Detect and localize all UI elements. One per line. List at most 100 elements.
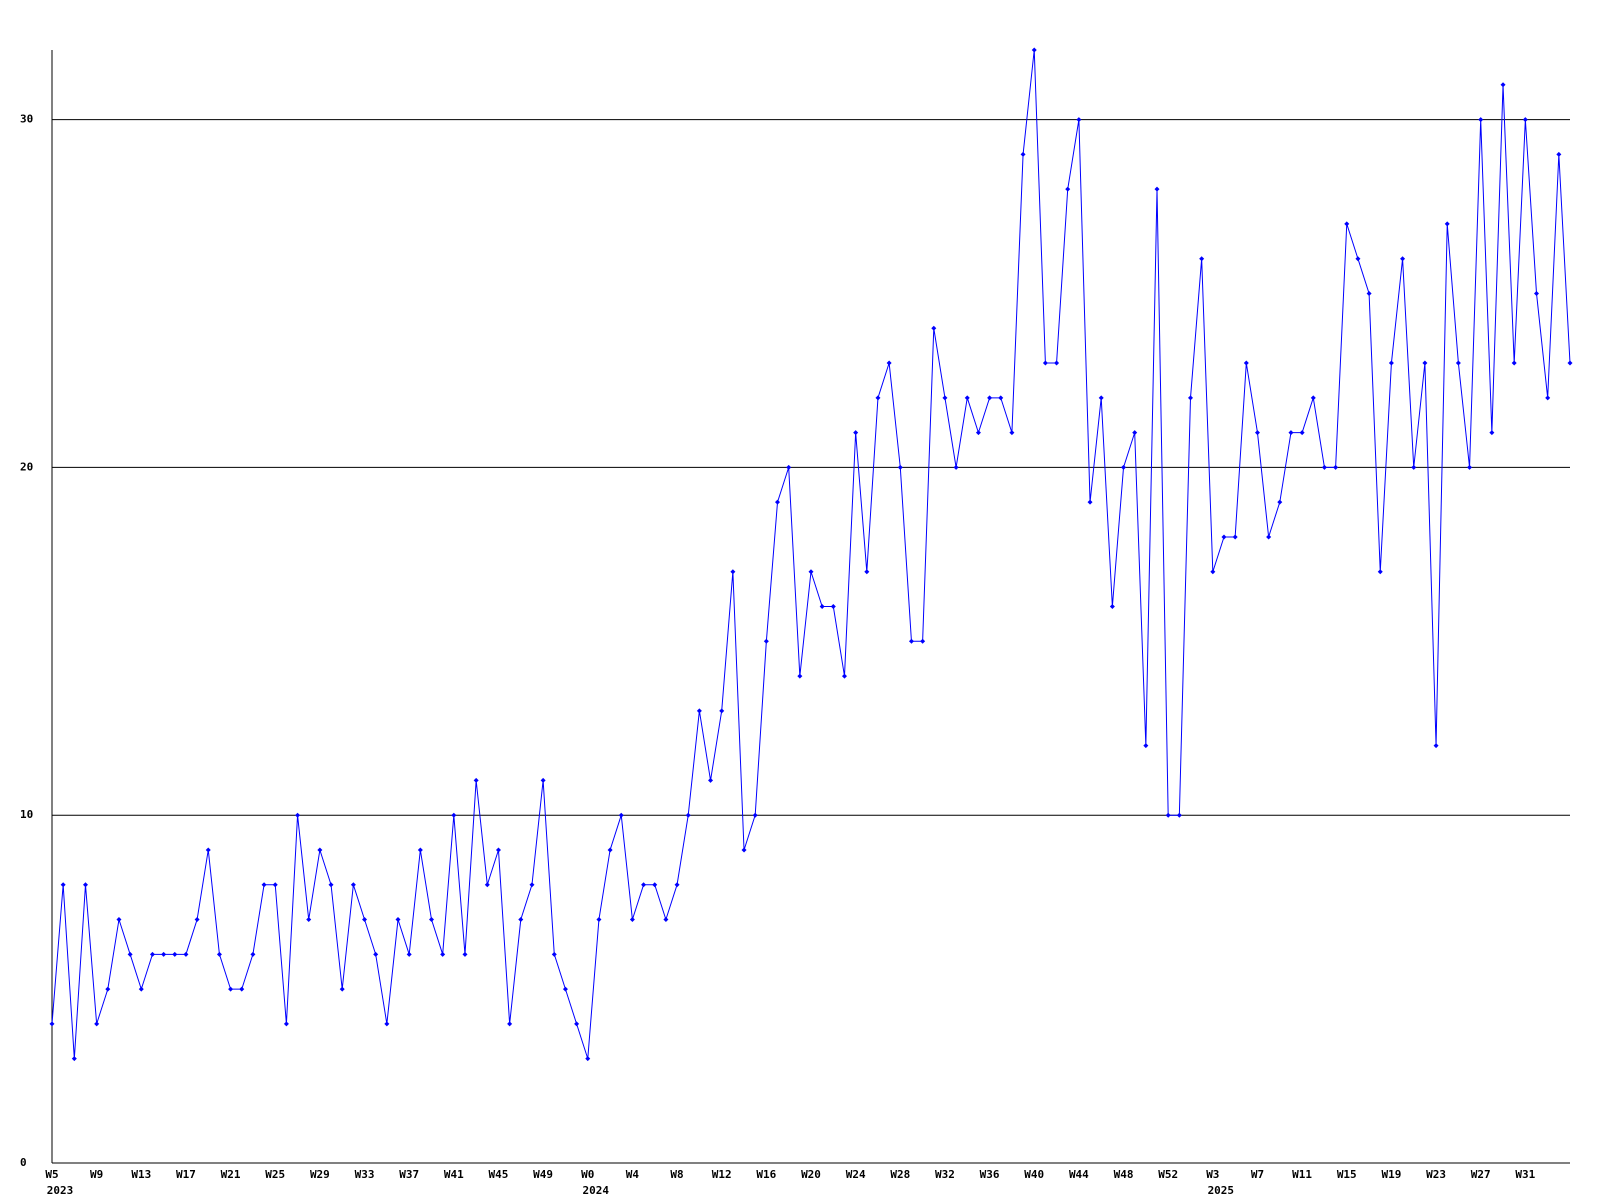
data-point xyxy=(1065,186,1071,192)
data-point xyxy=(1121,464,1127,470)
data-point xyxy=(328,882,334,888)
data-point xyxy=(1511,360,1517,366)
data-point xyxy=(1143,743,1149,749)
x-tick-label: W13 xyxy=(131,1168,151,1181)
data-point xyxy=(495,847,501,853)
x-tick-label: W0 xyxy=(581,1168,594,1181)
data-point xyxy=(763,638,769,644)
data-point xyxy=(1422,360,1428,366)
data-point xyxy=(94,1021,100,1027)
data-point xyxy=(987,395,993,401)
data-point xyxy=(674,882,680,888)
data-point xyxy=(719,708,725,714)
data-point xyxy=(942,395,948,401)
data-point xyxy=(975,430,981,436)
data-point xyxy=(1188,395,1193,401)
data-point xyxy=(261,882,267,888)
data-point xyxy=(875,395,881,401)
data-point xyxy=(652,882,658,888)
data-point xyxy=(1478,117,1484,123)
data-point xyxy=(908,638,914,644)
data-point xyxy=(1366,290,1372,296)
x-tick-label: W36 xyxy=(980,1168,1000,1181)
x-tick-label: W4 xyxy=(626,1168,640,1181)
data-point xyxy=(696,708,702,714)
data-point xyxy=(239,986,245,992)
data-point xyxy=(1165,812,1171,818)
data-point xyxy=(685,812,691,818)
data-point xyxy=(1054,360,1060,366)
data-point xyxy=(317,847,323,853)
x-tick-label: W15 xyxy=(1337,1168,1357,1181)
data-point xyxy=(1500,82,1506,88)
x-tick-label: W27 xyxy=(1471,1168,1491,1181)
x-tick-label: W20 xyxy=(801,1168,821,1181)
data-point xyxy=(507,1021,513,1027)
data-point xyxy=(920,638,926,644)
data-point xyxy=(295,812,301,818)
data-point xyxy=(1411,464,1417,470)
data-point xyxy=(1299,430,1305,436)
data-point xyxy=(1098,395,1104,401)
data-point xyxy=(1489,430,1495,436)
data-point xyxy=(1333,464,1339,470)
data-point xyxy=(618,812,624,818)
data-point xyxy=(384,1021,390,1027)
data-point xyxy=(1042,360,1048,366)
data-point xyxy=(473,777,479,783)
data-point xyxy=(105,986,111,992)
data-point xyxy=(1310,395,1316,401)
data-point xyxy=(1199,256,1205,262)
x-tick-label: W23 xyxy=(1426,1168,1446,1181)
x-tick-label: W28 xyxy=(890,1168,910,1181)
data-point xyxy=(797,673,803,679)
year-label: 2025 xyxy=(1208,1184,1235,1197)
data-point xyxy=(964,395,970,401)
x-tick-label: W8 xyxy=(670,1168,683,1181)
data-point xyxy=(49,1021,55,1027)
data-point xyxy=(172,951,178,957)
y-tick-label: 20 xyxy=(20,460,33,473)
data-point xyxy=(1545,395,1551,401)
data-point xyxy=(1455,360,1461,366)
data-point xyxy=(1377,569,1383,575)
data-line xyxy=(51,49,1571,1059)
data-point xyxy=(149,951,155,957)
x-tick-label: W3 xyxy=(1206,1168,1219,1181)
data-point xyxy=(1344,221,1350,227)
data-point xyxy=(71,1056,77,1062)
data-point xyxy=(116,917,122,923)
data-point xyxy=(1176,812,1182,818)
x-tick-label: W41 xyxy=(444,1168,464,1181)
data-point xyxy=(574,1021,580,1027)
data-point xyxy=(462,951,468,957)
data-point xyxy=(540,777,546,783)
data-point xyxy=(562,986,568,992)
data-point xyxy=(1522,117,1528,123)
data-point xyxy=(1467,464,1473,470)
data-point xyxy=(183,951,189,957)
data-point xyxy=(1444,221,1450,227)
data-point xyxy=(1355,256,1361,262)
x-tick-label: W17 xyxy=(176,1168,196,1181)
x-tick-label: W5 xyxy=(45,1168,58,1181)
x-tick-label: W52 xyxy=(1158,1168,1178,1181)
data-point xyxy=(1288,430,1294,436)
data-point xyxy=(551,951,557,957)
y-tick-label: 0 xyxy=(20,1156,27,1169)
data-point xyxy=(306,917,312,923)
x-tick-label: W44 xyxy=(1069,1168,1089,1181)
x-tick-label: W33 xyxy=(355,1168,375,1181)
data-point xyxy=(1243,360,1249,366)
data-point xyxy=(1154,186,1160,192)
data-point xyxy=(1534,290,1540,296)
data-point xyxy=(250,951,256,957)
data-point xyxy=(1109,604,1115,609)
data-point xyxy=(138,986,144,992)
x-tick-label: W49 xyxy=(533,1168,553,1181)
data-point xyxy=(1433,743,1439,749)
x-tick-label: W11 xyxy=(1292,1168,1312,1181)
data-point xyxy=(205,847,211,853)
data-point xyxy=(216,951,222,957)
